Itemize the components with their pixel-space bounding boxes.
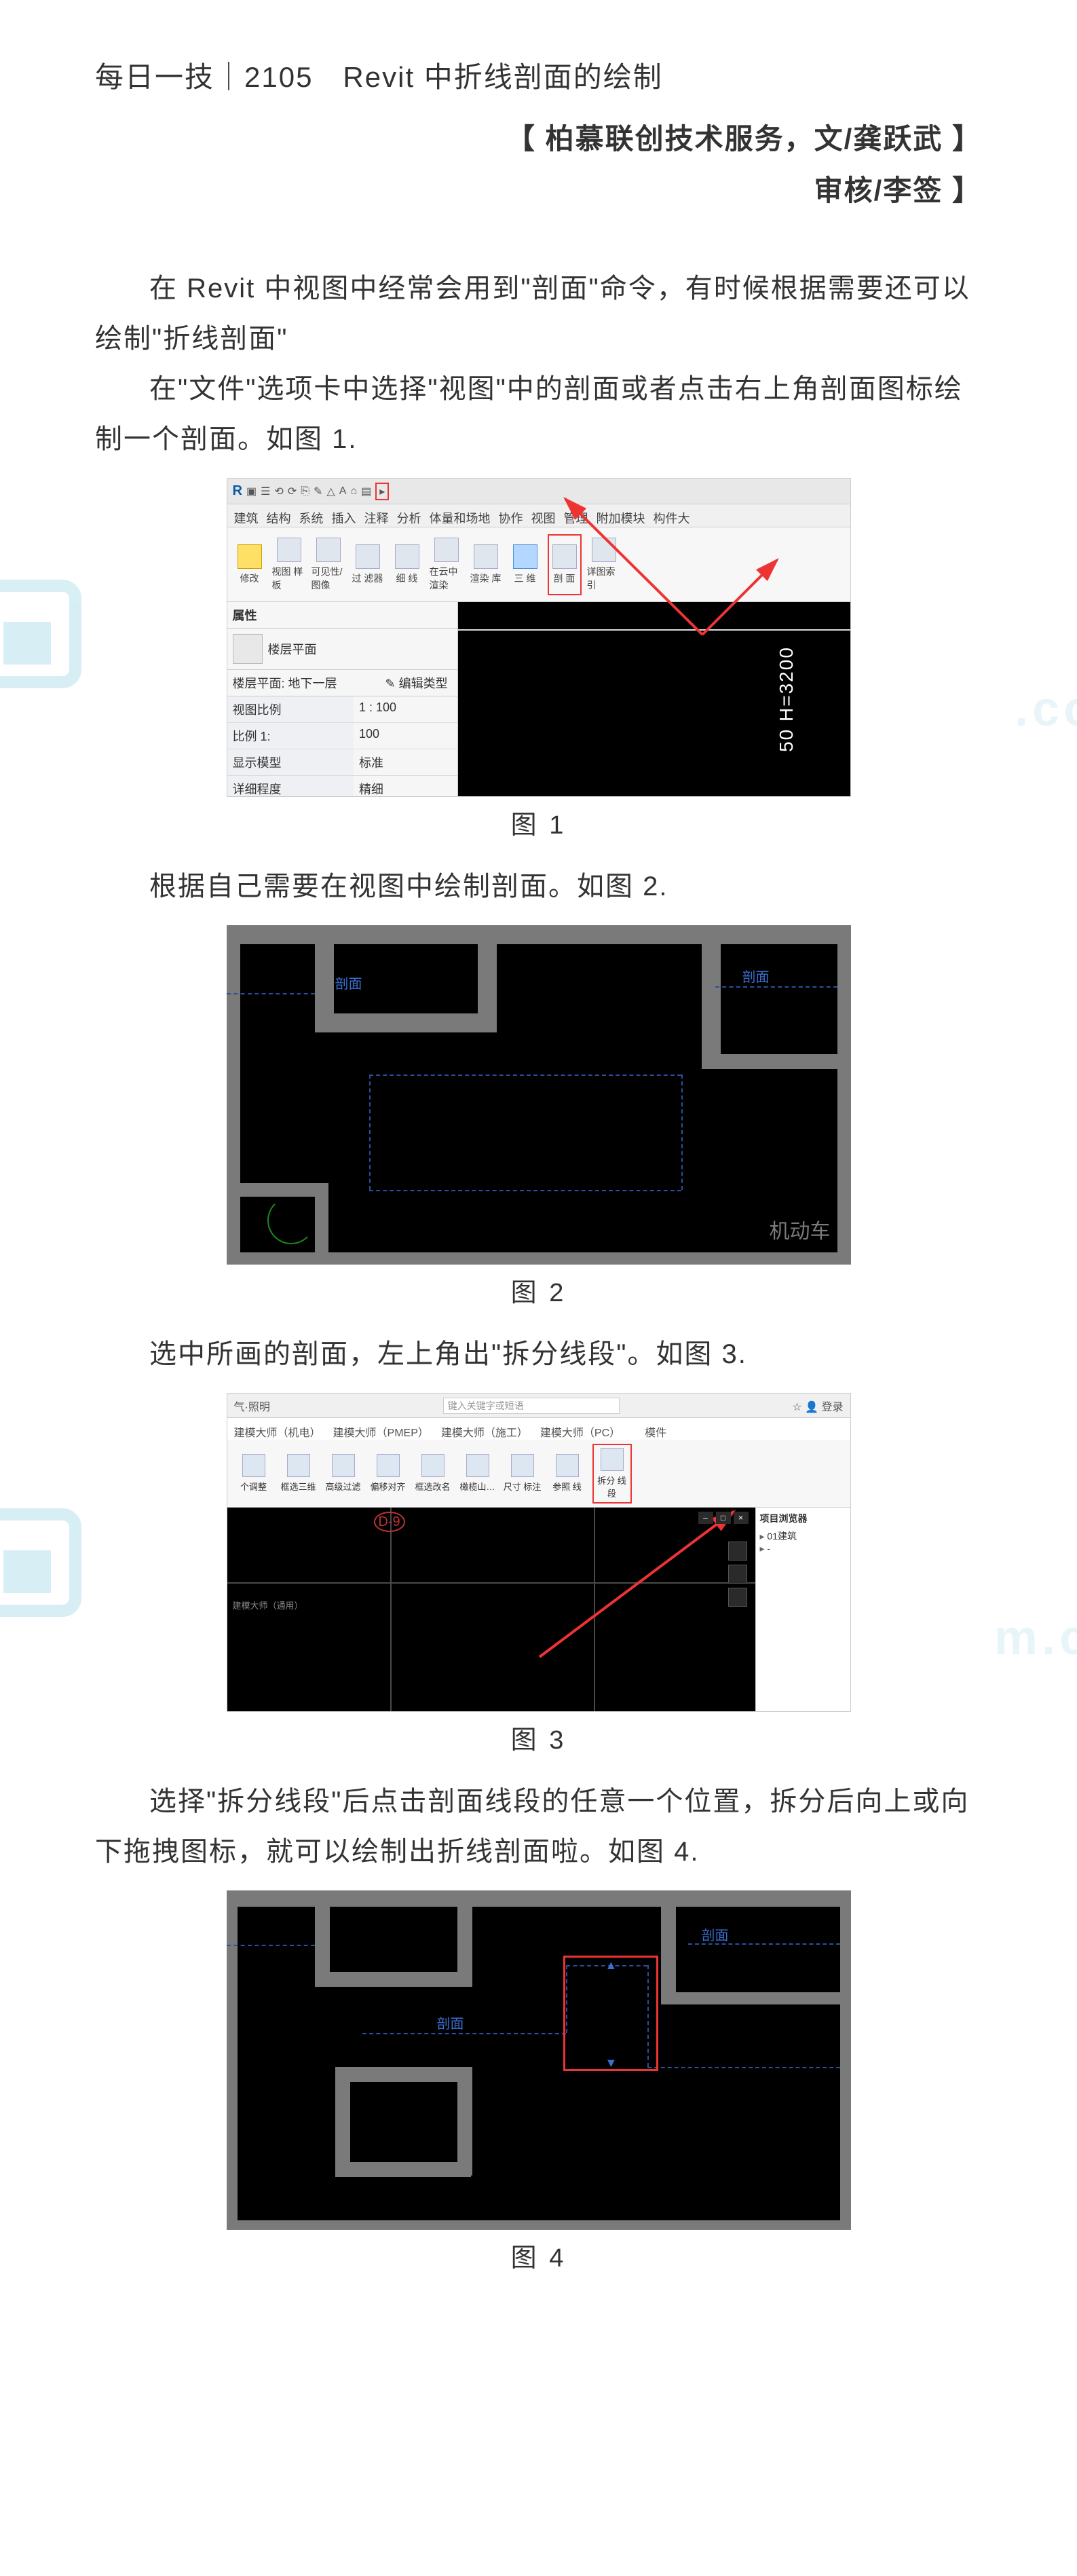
property-key: 视图比例 [227, 696, 354, 722]
ribbon-tab[interactable]: 建模大师（PMEP） [333, 1423, 429, 1440]
tree-item[interactable]: - [760, 1543, 846, 1554]
paragraph-5: 选择"拆分线段"后点击剖面线段的任意一个位置，拆分后向上或向下拖拽图标，就可以绘… [95, 1776, 982, 1877]
plan-annotation: 机动车 [770, 1214, 831, 1244]
watermark-logo-icon [0, 580, 81, 688]
figure-3-caption: 图 3 [95, 1719, 982, 1756]
watermark-url: .com [1015, 682, 1077, 737]
figure-4: 剖面 剖面 ▲ ▼ [227, 1890, 851, 2230]
close-icon[interactable]: × [734, 1512, 749, 1524]
watermark-logo-icon [0, 1508, 81, 1617]
callout-arrow-3 [227, 1440, 757, 1711]
paragraph-1: 在 Revit 中视图中经常会用到"剖面"命令，有时候根据需要还可以绘制"折线剖… [95, 263, 982, 364]
search-input[interactable]: 键入关键字或短语 [443, 1398, 620, 1414]
property-row: 比例 1:100 [227, 723, 457, 749]
context-label: 气·照明 [234, 1398, 270, 1414]
article-title: 每日一技｜2105 Revit 中折线剖面的绘制 [95, 54, 982, 96]
figure-3: 气·照明 键入关键字或短语 ☆ 👤 登录 建模大师（机电）建模大师（PMEP）建… [227, 1393, 851, 1712]
property-key: 比例 1: [227, 723, 354, 749]
figure-4-caption: 图 4 [95, 2237, 982, 2274]
property-key: 详细程度 [227, 776, 354, 797]
ribbon-tab[interactable]: 建模大师（机电） [234, 1423, 321, 1440]
user-login[interactable]: ☆ 👤 登录 [792, 1398, 843, 1414]
figure-4-wrap: 剖面 剖面 ▲ ▼ [95, 1890, 982, 2230]
property-value[interactable]: 1 : 100 [354, 696, 457, 722]
drag-handle-icon[interactable]: ▼ [605, 2056, 618, 2070]
ribbon-tabs-3: 建模大师（机电） 建模大师（PMEP） 建模大师（施工） 建模大师（PC） 模件 [227, 1418, 850, 1440]
callout-arrows [227, 479, 851, 682]
nav-wheel-icon[interactable] [728, 1565, 747, 1584]
reviewer: 审核/李签 】 [95, 168, 982, 209]
figure-3-wrap: 气·照明 键入关键字或短语 ☆ 👤 登录 建模大师（机电）建模大师（PMEP）建… [95, 1393, 982, 1712]
property-value[interactable]: 标准 [354, 749, 457, 775]
ribbon-tab[interactable]: 建模大师（施工） [441, 1423, 528, 1440]
paragraph-4: 选中所画的剖面，左上角出"拆分线段"。如图 3. [95, 1329, 982, 1379]
figure-1-caption: 图 1 [95, 804, 982, 841]
property-value[interactable]: 精细 [354, 776, 457, 797]
maximize-icon[interactable]: □ [716, 1512, 731, 1524]
window-controls: – □ × [698, 1512, 749, 1524]
minimize-icon[interactable]: – [698, 1512, 713, 1524]
figure-1: R▣☰⟲⟳⎘✎△A⌂▤▸ 建筑结构系统插入注释分析体量和场地协作视图管理附加模块… [227, 478, 851, 797]
tree-item[interactable]: 01建筑 [760, 1529, 846, 1543]
drag-handle-icon[interactable]: ▲ [605, 1958, 618, 1973]
nav-cube-icon[interactable] [728, 1542, 747, 1561]
section-label: 剖面 [335, 973, 362, 992]
nav-pan-icon[interactable] [728, 1588, 747, 1607]
property-row: 详细程度精细 [227, 776, 457, 797]
section-label-4b: 剖面 [702, 1924, 729, 1944]
ribbon-tab[interactable]: 建模大师（PC） [540, 1423, 620, 1440]
jog-highlight [563, 1956, 658, 2071]
property-value[interactable]: 100 [354, 723, 457, 749]
figure-1-wrap: R▣☰⟲⟳⎘✎△A⌂▤▸ 建筑结构系统插入注释分析体量和场地协作视图管理附加模块… [95, 478, 982, 797]
view-canvas-3: D-9 建模大师（通用） [227, 1508, 755, 1711]
ribbon-tab[interactable]: 模件 [645, 1423, 666, 1440]
section-label-4: 剖面 [437, 2013, 464, 2032]
project-browser-header: 项目浏览器 [760, 1512, 846, 1525]
section-label-2: 剖面 [742, 966, 770, 986]
paragraph-3: 根据自己需要在视图中绘制剖面。如图 2. [95, 861, 982, 912]
paragraph-2: 在"文件"选项卡中选择"视图"中的剖面或者点击右上角剖面图标绘制一个剖面。如图 … [95, 364, 982, 464]
figure-2-wrap: 剖面 剖面 机动车 [95, 925, 982, 1265]
project-browser: 项目浏览器 01建筑- [755, 1508, 850, 1711]
watermark-url: m.com [994, 1610, 1077, 1666]
figure-2-caption: 图 2 [95, 1271, 982, 1309]
property-row: 显示模型标准 [227, 749, 457, 776]
figure-2: 剖面 剖面 机动车 [227, 925, 851, 1265]
byline: 【 柏慕联创技术服务，文/龚跃武 】 [95, 116, 982, 157]
property-row: 视图比例1 : 100 [227, 696, 457, 723]
property-key: 显示模型 [227, 749, 354, 775]
